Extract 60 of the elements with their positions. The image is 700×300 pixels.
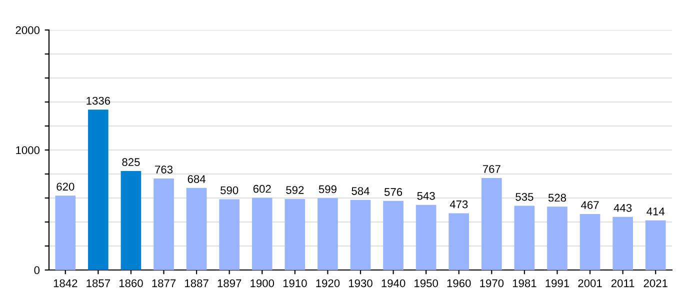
y-tick-label: 0 bbox=[34, 266, 40, 274]
bar bbox=[580, 214, 600, 270]
data-label: 620 bbox=[56, 182, 74, 191]
bar bbox=[284, 198, 306, 270]
x-tick-label: 1877 bbox=[152, 279, 176, 288]
x-tick-label: 2021 bbox=[644, 279, 668, 288]
x-tick-label: 1970 bbox=[480, 279, 504, 288]
bar bbox=[547, 206, 568, 270]
data-label: 684 bbox=[188, 175, 206, 183]
x-tick-label: 1857 bbox=[86, 279, 110, 288]
x-tick-label: 1930 bbox=[348, 279, 372, 288]
bar bbox=[318, 198, 338, 270]
data-label: 584 bbox=[352, 187, 370, 195]
x-tick-label: 2001 bbox=[578, 279, 602, 288]
bar bbox=[252, 198, 272, 270]
x-tick-label: 1842 bbox=[54, 279, 78, 288]
data-label: 576 bbox=[384, 188, 402, 196]
x-tick-label: 1991 bbox=[546, 279, 570, 288]
bar bbox=[88, 110, 108, 270]
data-label: 767 bbox=[482, 165, 500, 173]
data-label: 528 bbox=[548, 194, 566, 202]
x-tick-label: 1960 bbox=[447, 279, 471, 288]
bar bbox=[448, 213, 470, 270]
data-label: 473 bbox=[450, 200, 468, 208]
bar bbox=[186, 188, 207, 270]
data-label: 467 bbox=[581, 201, 599, 209]
x-tick-label: 1900 bbox=[250, 279, 274, 288]
data-label: 592 bbox=[286, 186, 304, 194]
bar bbox=[55, 196, 76, 270]
data-label: 414 bbox=[646, 208, 665, 216]
x-tick-label: 1897 bbox=[218, 279, 242, 288]
bar bbox=[416, 204, 436, 270]
x-tick-label: 2011 bbox=[611, 279, 634, 288]
data-label: 825 bbox=[122, 158, 140, 166]
data-label: 602 bbox=[253, 184, 271, 193]
data-label: 1336 bbox=[86, 96, 110, 105]
x-tick-label: 1981 bbox=[512, 279, 536, 288]
bar bbox=[120, 171, 142, 270]
x-tick-label: 1920 bbox=[316, 279, 340, 288]
x-tick-label: 1860 bbox=[119, 279, 143, 288]
y-tick-label: 1000 bbox=[16, 146, 40, 154]
bar bbox=[612, 216, 633, 270]
data-label: 543 bbox=[417, 192, 435, 200]
bar bbox=[645, 220, 666, 270]
x-tick-label: 1950 bbox=[414, 279, 438, 288]
y-tick-label: 2000 bbox=[16, 26, 40, 34]
data-label: 599 bbox=[318, 185, 336, 194]
bar bbox=[219, 199, 240, 270]
data-label: 535 bbox=[516, 192, 534, 201]
data-label: 590 bbox=[220, 186, 238, 194]
bar bbox=[154, 178, 174, 270]
data-label: 763 bbox=[155, 166, 173, 174]
bar bbox=[481, 178, 502, 270]
bar bbox=[350, 200, 371, 270]
x-tick-label: 1910 bbox=[283, 279, 307, 288]
bar bbox=[383, 200, 404, 270]
x-tick-label: 1887 bbox=[185, 279, 208, 288]
data-label: 443 bbox=[614, 204, 632, 212]
bar bbox=[514, 206, 535, 270]
x-tick-label: 1940 bbox=[382, 279, 406, 288]
